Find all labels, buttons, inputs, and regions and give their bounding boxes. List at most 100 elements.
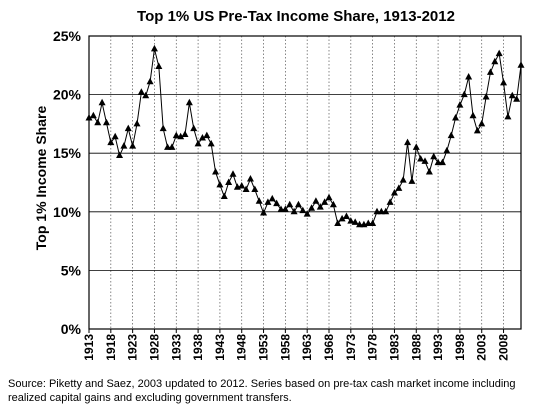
x-tick-label: 1973 (344, 334, 358, 361)
data-point (395, 184, 403, 191)
data-point (456, 101, 464, 108)
data-point (308, 204, 316, 211)
source-note: Source: Piketty and Saez, 2003 updated t… (8, 378, 516, 404)
y-axis-label: Top 1% Income Share (33, 106, 49, 251)
data-point (185, 98, 193, 106)
y-tick-labels: 0% 5% 10% 15% 20% 25% (53, 28, 82, 337)
data-point (203, 131, 211, 139)
data-point (246, 174, 254, 182)
data-point (207, 139, 215, 147)
x-tick-label: 1938 (191, 334, 205, 361)
x-tick-label: 1943 (213, 334, 227, 361)
data-point (260, 208, 268, 216)
chart-title: Top 1% US Pre-Tax Income Share, 1913-201… (137, 8, 455, 25)
data-point (85, 114, 93, 121)
y-tick-label: 0% (61, 321, 82, 337)
x-tick-label: 1998 (453, 334, 467, 361)
data-point (447, 131, 455, 139)
x-tick-label: 2008 (497, 334, 511, 361)
x-tick-label: 1968 (322, 334, 336, 361)
axes (88, 35, 522, 333)
x-tick-label: 1963 (300, 334, 314, 361)
data-point (281, 205, 289, 212)
data-point (111, 132, 119, 140)
x-tick-label: 2003 (475, 334, 489, 361)
x-tick-label: 1933 (169, 334, 183, 361)
data-point (452, 114, 460, 121)
data-point (303, 210, 311, 217)
data-point (299, 206, 307, 214)
data-point (312, 197, 320, 204)
data-point (338, 214, 346, 222)
x-tick-label: 1923 (126, 334, 140, 361)
data-point (216, 180, 224, 188)
data-point (220, 192, 228, 200)
data-point (129, 142, 137, 149)
data-point (508, 91, 516, 99)
data-point (513, 95, 521, 102)
data-point (390, 189, 398, 196)
x-tick-label: 1988 (409, 334, 423, 361)
data-point (417, 155, 425, 162)
grid (88, 35, 521, 330)
data-point (486, 68, 494, 75)
data-point (190, 124, 198, 132)
data-point (334, 219, 342, 227)
data-point (495, 49, 503, 57)
data-point (94, 118, 102, 126)
data-point (264, 198, 272, 205)
data-point (316, 203, 324, 210)
data-point (120, 142, 128, 149)
data-point (443, 146, 451, 154)
data-point (473, 126, 481, 134)
data-point (412, 143, 420, 150)
series-line (88, 48, 522, 226)
data-point (181, 130, 189, 137)
data-point (478, 119, 486, 127)
data-point (386, 198, 394, 205)
y-tick-label: 15% (53, 145, 82, 161)
x-tick-labels: 1913 1918 1923 1928 1933 1938 1943 1948 1953 1958… (82, 334, 511, 361)
x-tick-label: 1953 (257, 334, 271, 361)
x-tick-label: 1928 (147, 334, 161, 361)
data-point (294, 200, 302, 208)
data-point (421, 157, 429, 164)
data-point (347, 217, 355, 224)
data-point (351, 218, 359, 225)
data-point (251, 185, 259, 193)
x-tick-label: 1948 (235, 334, 249, 361)
data-point (150, 44, 158, 52)
data-point (124, 124, 132, 132)
data-point (430, 152, 438, 160)
data-point (194, 139, 202, 147)
data-point (107, 138, 115, 146)
data-point (212, 167, 220, 175)
data-point (146, 77, 154, 85)
data-point (133, 119, 141, 127)
data-point (369, 219, 377, 227)
data-point (198, 133, 206, 141)
data-point (155, 62, 163, 69)
data-point (102, 118, 110, 126)
data-point (425, 167, 433, 175)
series-markers (85, 44, 525, 228)
data-point (404, 138, 412, 146)
data-point (177, 132, 185, 140)
y-tick-label: 5% (61, 262, 82, 278)
data-point (382, 207, 390, 215)
data-point (242, 185, 250, 193)
x-tick-label: 1958 (278, 334, 292, 361)
data-point (460, 90, 468, 98)
data-point (482, 92, 490, 100)
y-tick-label: 25% (53, 28, 82, 44)
series-line-layer (88, 48, 522, 226)
data-point (225, 178, 233, 185)
data-point (329, 200, 337, 208)
data-point (342, 212, 350, 219)
x-tick-label: 1918 (104, 334, 118, 361)
data-point (286, 200, 294, 208)
y-tick-label: 10% (53, 204, 82, 220)
data-point (255, 197, 263, 204)
data-point (238, 182, 246, 189)
